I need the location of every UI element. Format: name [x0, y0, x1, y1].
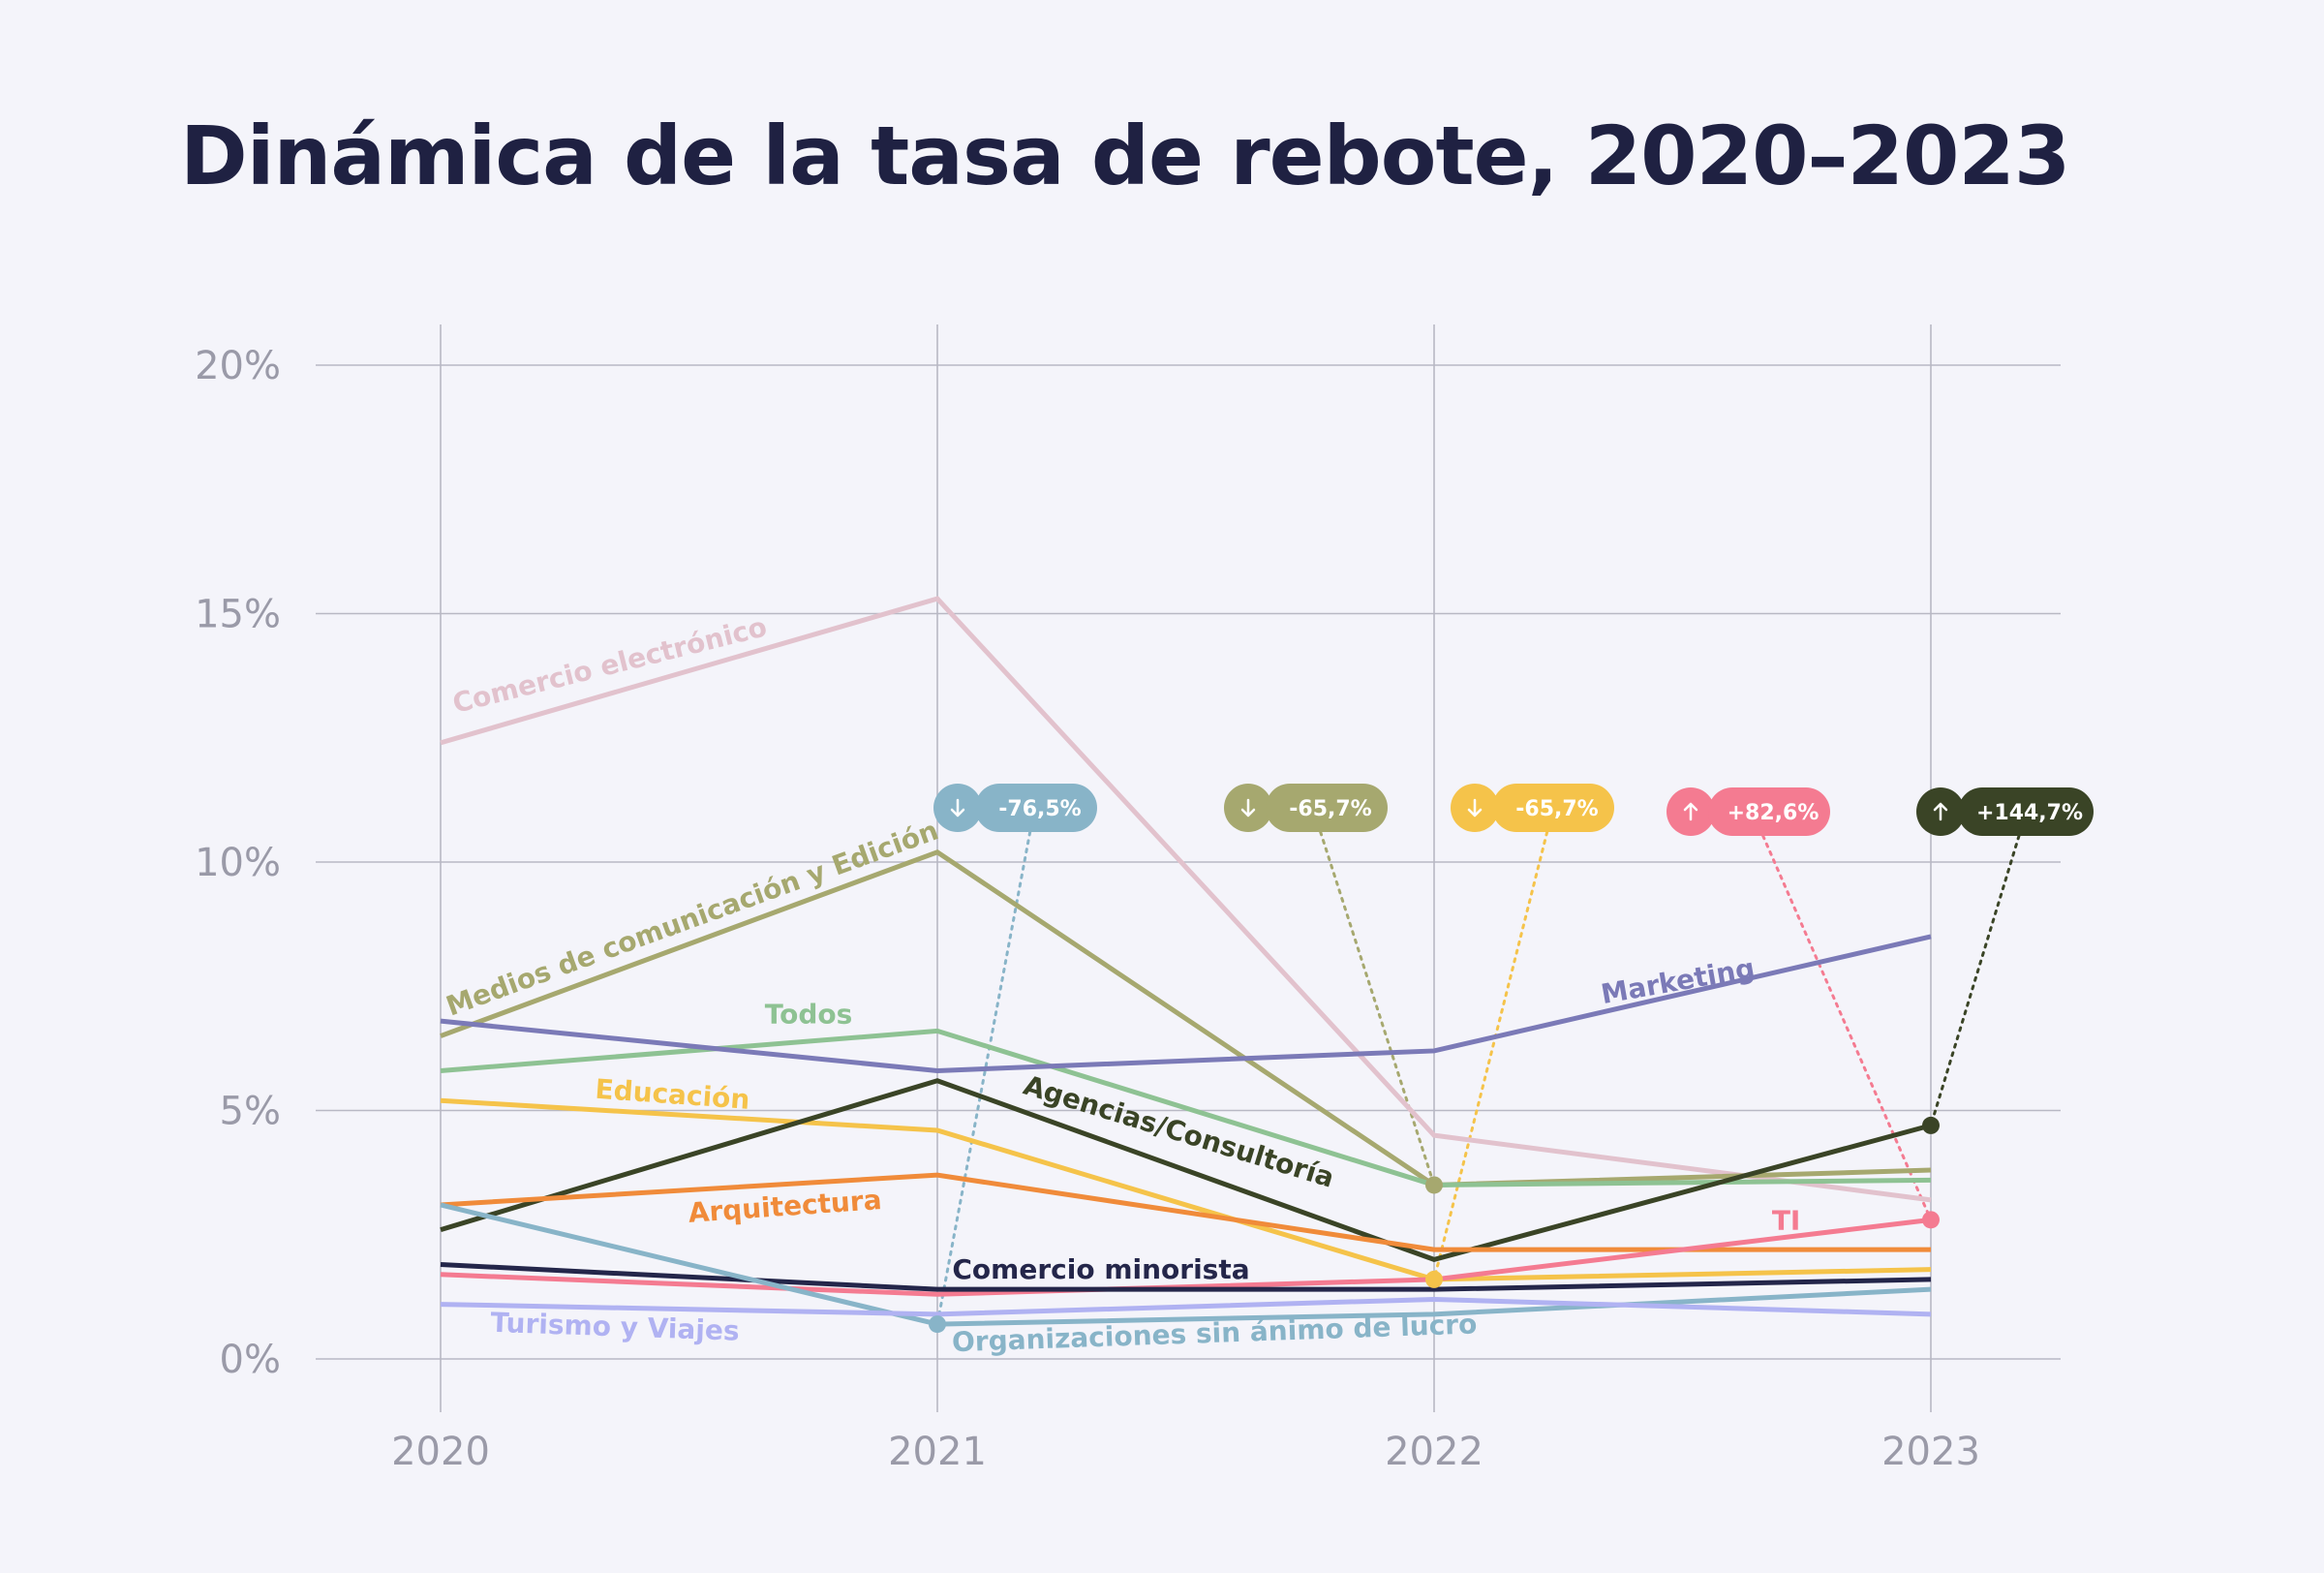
badge-pill — [1958, 787, 2094, 836]
badge-label: -76,5% — [998, 797, 1081, 821]
series-lines — [440, 596, 1932, 1327]
series-line — [440, 1262, 1932, 1292]
series-label: Organizaciones sin ánimo de lucro — [951, 1308, 1477, 1358]
x-tick-label: 2022 — [1385, 1430, 1483, 1474]
series-label: Marketing — [1599, 952, 1758, 1010]
annotation-point-marker — [1922, 1211, 1940, 1229]
annotation-connector — [1319, 830, 1436, 1187]
series-label: Comercio electrónico — [449, 610, 770, 720]
badge-label: +144,7% — [1976, 801, 2083, 825]
series-line — [440, 1028, 1932, 1187]
annotation-point-marker — [929, 1315, 946, 1334]
badge-pill — [1708, 787, 1830, 836]
series-labels: Comercio electrónico Medios de comunicaci… — [442, 610, 1800, 1358]
annotation-markers — [929, 1116, 1940, 1334]
annotation-point-marker — [1425, 1270, 1443, 1288]
arrow-down-icon — [1240, 798, 1256, 817]
series-line — [440, 1202, 1932, 1327]
y-tick-label: 20% — [195, 344, 281, 388]
series-label: Medios de comunicación y Edición — [442, 815, 942, 1023]
series-line — [440, 1296, 1932, 1317]
annotation-point-marker — [1922, 1116, 1940, 1134]
x-tick-label: 2023 — [1881, 1430, 1980, 1474]
annotation-badges: -76,5% -65,7% -65,7% +82,6% +144,7% — [933, 784, 2094, 836]
arrow-down-icon — [1467, 798, 1483, 817]
arrow-up-icon — [1683, 802, 1698, 821]
annotation-connector — [1432, 830, 1549, 1281]
arrow-down-icon — [950, 798, 965, 817]
annotation-point-marker — [1425, 1176, 1443, 1194]
y-tick-label: 10% — [195, 841, 281, 885]
annotation-connector — [1761, 834, 1933, 1221]
badge-label: +82,6% — [1728, 801, 1819, 825]
annotation-connector — [935, 830, 1032, 1326]
series-label: Todos — [765, 999, 853, 1031]
y-tick-label: 0% — [220, 1338, 281, 1382]
series-label: Comercio minorista — [952, 1253, 1249, 1285]
arrow-up-icon — [1933, 802, 1948, 821]
series-line — [440, 1217, 1932, 1297]
annotation-connectors — [935, 830, 2021, 1326]
y-tick-label: 15% — [195, 593, 281, 637]
badge-pill — [1266, 784, 1388, 832]
series-line — [440, 1097, 1932, 1282]
badge-pill — [975, 784, 1097, 832]
x-tick-label: 2021 — [888, 1430, 987, 1474]
series-label: Turismo y Viajes — [490, 1307, 740, 1347]
axes: 0% 5% 10% 15% 20% 2020 2021 2022 2023 — [195, 344, 1980, 1474]
series-line — [440, 596, 1932, 1203]
series-line — [440, 934, 1932, 1073]
annotation-connector — [1929, 834, 2021, 1127]
x-tick-label: 2020 — [391, 1430, 490, 1474]
chart-title: Dinámica de la tasa de rebote, 2020–2023 — [180, 108, 2070, 203]
badge-label: -65,7% — [1515, 797, 1598, 821]
series-line — [440, 1078, 1932, 1263]
series-label: TI — [1772, 1205, 1801, 1237]
badge-label: -65,7% — [1289, 797, 1371, 821]
badge-pill — [1492, 784, 1614, 832]
series-line — [440, 848, 1932, 1187]
y-tick-label: 5% — [220, 1090, 281, 1134]
